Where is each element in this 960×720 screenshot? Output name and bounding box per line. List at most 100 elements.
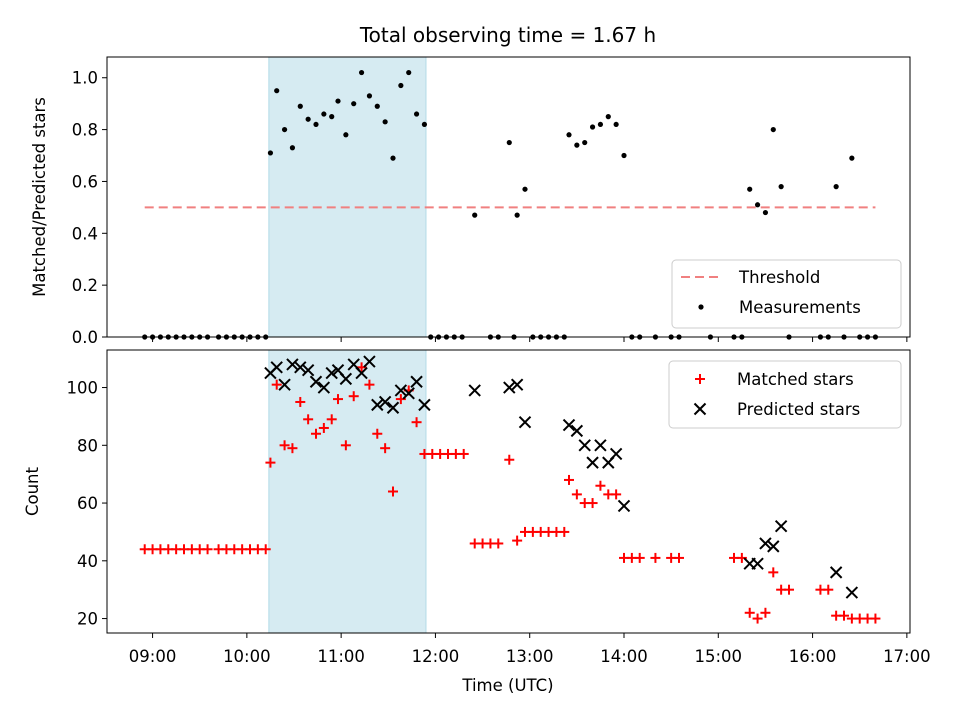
matched-point (504, 454, 515, 465)
measurement-point (605, 114, 611, 120)
measurement-point (351, 101, 357, 107)
matched-point (265, 457, 276, 468)
ratio-legend: Threshold Measurements (671, 259, 902, 329)
count-legend-box (668, 360, 902, 429)
predicted-point (518, 415, 532, 429)
predicted-point-b (759, 537, 772, 550)
matched-point (571, 489, 582, 500)
matched-point (674, 552, 684, 563)
predicted-point-b (309, 375, 323, 388)
matched-point (326, 414, 337, 425)
predicted-point-b (339, 372, 353, 386)
y-tick-label: 0.6 (72, 172, 98, 191)
measurement-point (329, 114, 335, 120)
predicted-point-b (845, 586, 859, 599)
predicted-point (578, 439, 591, 452)
predicted-point (402, 387, 415, 400)
predicted-point (286, 358, 299, 371)
ratio-markers (142, 69, 879, 340)
measurement-point (413, 111, 420, 117)
measurement-point (267, 150, 274, 156)
legend-predicted-label: Predicted stars (737, 400, 860, 419)
matched-point (768, 567, 779, 578)
measurement-point (382, 119, 388, 125)
measurement-point (343, 132, 349, 138)
observing-window-shade (268, 56, 427, 338)
measurement-point (421, 121, 428, 128)
predicted-point (294, 361, 307, 374)
matched-point (271, 379, 282, 390)
measurement-point (406, 69, 412, 76)
predicted-point (829, 566, 843, 579)
predicted-point-b (331, 364, 345, 377)
predicted-point (594, 439, 607, 452)
predicted-point-b (578, 439, 591, 452)
predicted-point-b (286, 358, 299, 371)
ratio-panel: 0.0 0.2 0.4 0.6 0.8 1.0 Matched/Predicted sta… (30, 56, 911, 347)
predicted-point-b (394, 384, 408, 397)
predicted-point (410, 375, 423, 388)
matched-point (348, 391, 359, 402)
predicted-point-b (355, 366, 368, 380)
measurement-point (305, 116, 311, 122)
ratio-axes-frame (106, 56, 911, 338)
predicted-point-b (270, 361, 283, 374)
legend-matched-label: Matched stars (737, 370, 854, 389)
predicted-point (317, 381, 331, 394)
matched-point (493, 538, 504, 549)
measurement-point (747, 186, 753, 192)
matched-point (587, 498, 598, 509)
matched-point (870, 613, 881, 624)
predicted-point (309, 375, 323, 388)
predicted-point-b (829, 566, 843, 579)
matched-point (311, 428, 321, 439)
measurement-point (281, 126, 288, 133)
measurement-point (472, 212, 478, 218)
matched-point (372, 428, 383, 439)
matched-point (279, 440, 290, 451)
y-tick-label: 1.0 (72, 69, 98, 88)
predicted-point (510, 378, 524, 391)
measurement-point (390, 155, 396, 161)
matched-point (364, 379, 375, 390)
matched-point (340, 440, 351, 451)
predicted-point (586, 456, 599, 469)
predicted-point-b (751, 557, 764, 570)
predicted-point-b (317, 381, 331, 394)
legend-predicted-marker (693, 402, 707, 416)
measurement-point (297, 103, 303, 109)
predicted-point-b (325, 366, 338, 380)
measurement-point (335, 98, 341, 104)
legend-measurements-label: Measurements (739, 298, 861, 317)
count-panel: 20 40 60 80 100 09:00 10:00 11:00 12:00 13:00 14:0… (23, 349, 931, 666)
measurement-point (621, 152, 627, 159)
measurement-point (574, 142, 580, 148)
matched-point (564, 474, 574, 485)
predicted-point (363, 355, 376, 368)
x-tick-label: 09:00 (129, 647, 177, 666)
measurement-point (589, 124, 596, 130)
measurement-point (274, 88, 280, 94)
matched-point (611, 489, 622, 500)
predicted-point (562, 418, 576, 432)
count-axes-frame (106, 349, 911, 634)
matched-point (388, 486, 398, 497)
measurement-point (514, 212, 520, 218)
measurement-point (321, 111, 327, 117)
matched-point (318, 422, 329, 433)
predicted-point-b (402, 387, 415, 400)
predicted-point-b (609, 447, 623, 461)
matched-point (760, 607, 771, 618)
predicted-point-b (518, 415, 532, 429)
x-tick-label: 14:00 (600, 647, 648, 666)
predicted-point-b (363, 355, 376, 368)
predicted-point (339, 372, 353, 386)
predicted-point-b (468, 384, 481, 397)
matched-point (380, 443, 391, 454)
matched-point (595, 480, 606, 491)
matched-point (260, 544, 271, 555)
matched-point (784, 584, 794, 595)
matched-point (823, 584, 834, 595)
measurement-point (762, 209, 769, 216)
